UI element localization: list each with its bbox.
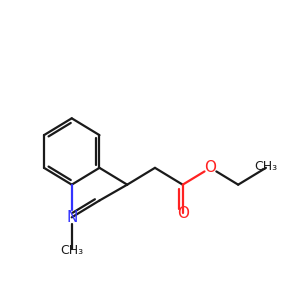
Text: CH₃: CH₃ bbox=[254, 160, 278, 173]
Text: O: O bbox=[177, 206, 189, 221]
Text: O: O bbox=[204, 160, 216, 175]
Text: CH₃: CH₃ bbox=[60, 244, 83, 257]
Text: N: N bbox=[66, 210, 77, 225]
